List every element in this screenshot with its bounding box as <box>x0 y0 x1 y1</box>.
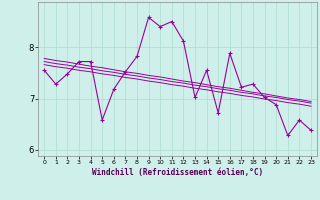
X-axis label: Windchill (Refroidissement éolien,°C): Windchill (Refroidissement éolien,°C) <box>92 168 263 177</box>
